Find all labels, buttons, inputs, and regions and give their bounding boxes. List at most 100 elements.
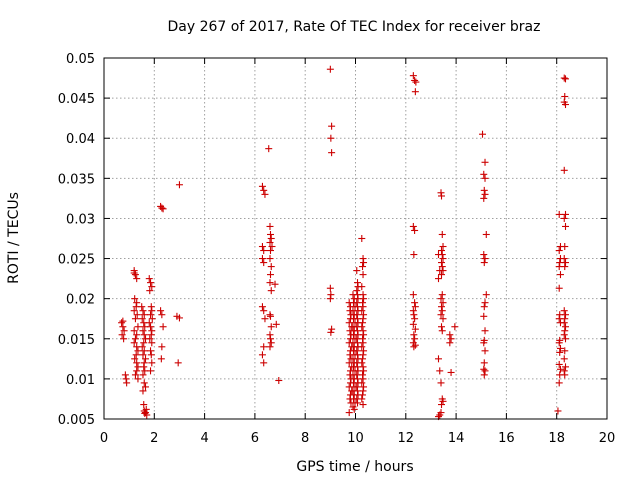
data-point xyxy=(446,331,454,339)
data-point xyxy=(358,323,366,331)
data-point xyxy=(148,359,156,367)
data-point xyxy=(140,347,148,355)
data-point xyxy=(353,267,361,275)
data-point xyxy=(266,271,274,279)
data-point xyxy=(481,255,489,263)
data-points xyxy=(118,65,570,421)
data-point xyxy=(359,339,367,347)
data-point xyxy=(410,343,418,351)
x-tick-label: 0 xyxy=(100,431,108,446)
data-point xyxy=(359,319,367,327)
data-point xyxy=(560,355,568,363)
data-point xyxy=(556,348,564,356)
data-point xyxy=(562,210,570,218)
data-point xyxy=(480,339,488,347)
data-point xyxy=(480,259,488,267)
data-point xyxy=(359,303,367,311)
data-point xyxy=(438,247,446,255)
data-point xyxy=(451,323,459,331)
data-point xyxy=(482,230,490,238)
data-point xyxy=(118,331,126,339)
data-point xyxy=(266,239,274,247)
data-point xyxy=(439,315,447,323)
data-point xyxy=(353,383,361,391)
data-point xyxy=(139,351,147,359)
data-point xyxy=(326,65,334,73)
data-point xyxy=(266,335,274,343)
data-point xyxy=(138,303,146,311)
data-point xyxy=(438,303,446,311)
data-point xyxy=(147,323,155,331)
data-point xyxy=(175,314,183,322)
data-point xyxy=(141,409,149,417)
data-point xyxy=(480,186,488,194)
data-point xyxy=(353,347,361,355)
data-point xyxy=(439,397,447,405)
data-point xyxy=(555,379,563,387)
data-point xyxy=(139,307,147,315)
data-point xyxy=(481,299,489,307)
data-point xyxy=(147,331,155,339)
data-point xyxy=(411,341,419,349)
data-point xyxy=(437,295,445,303)
data-point xyxy=(147,347,155,355)
data-point xyxy=(412,78,420,86)
y-tick-label: 0.05 xyxy=(66,52,95,67)
data-point xyxy=(158,204,166,212)
data-point xyxy=(175,181,183,189)
data-point xyxy=(560,255,568,263)
data-point xyxy=(133,359,141,367)
data-point xyxy=(354,399,362,407)
data-point xyxy=(148,283,156,291)
data-point xyxy=(261,190,269,198)
data-point xyxy=(560,214,568,222)
data-point xyxy=(562,311,570,319)
x-tick-label: 6 xyxy=(251,431,259,446)
data-point xyxy=(266,312,274,320)
data-point xyxy=(410,251,418,259)
data-point xyxy=(438,291,446,299)
data-point xyxy=(561,263,569,271)
data-point xyxy=(139,371,147,379)
data-point xyxy=(267,235,275,242)
y-tick-label: 0.015 xyxy=(58,333,95,348)
data-point xyxy=(258,243,266,251)
data-point xyxy=(562,335,570,343)
x-tick-label: 14 xyxy=(448,431,465,446)
data-point xyxy=(138,343,146,351)
grid-lines xyxy=(104,58,607,419)
data-point xyxy=(439,243,447,251)
data-point xyxy=(328,325,336,333)
data-point xyxy=(133,311,141,319)
y-tick-label: 0.02 xyxy=(66,293,95,308)
data-point xyxy=(438,251,446,259)
data-point xyxy=(118,319,126,327)
data-point xyxy=(436,367,444,375)
data-point xyxy=(446,339,454,347)
data-point xyxy=(359,401,367,409)
data-point xyxy=(140,339,148,347)
data-point xyxy=(119,317,127,325)
data-point xyxy=(145,275,153,283)
data-point xyxy=(158,311,166,319)
data-point xyxy=(437,311,445,319)
y-tick-label: 0.005 xyxy=(58,413,95,428)
data-point xyxy=(258,303,266,311)
data-point xyxy=(267,287,275,295)
data-point xyxy=(438,192,446,200)
x-tick-label: 8 xyxy=(301,431,309,446)
data-point xyxy=(140,311,148,319)
y-tick-label: 0.04 xyxy=(66,132,95,147)
x-axis-label: GPS time / hours xyxy=(296,459,413,475)
data-point xyxy=(562,259,570,267)
data-point xyxy=(411,315,419,323)
data-point xyxy=(560,331,568,339)
data-point xyxy=(268,243,276,251)
data-point xyxy=(438,259,446,267)
data-point xyxy=(145,319,153,327)
data-point xyxy=(266,230,274,238)
data-point xyxy=(561,347,569,355)
data-point xyxy=(481,327,489,335)
data-point xyxy=(133,367,141,375)
data-point xyxy=(436,411,444,419)
